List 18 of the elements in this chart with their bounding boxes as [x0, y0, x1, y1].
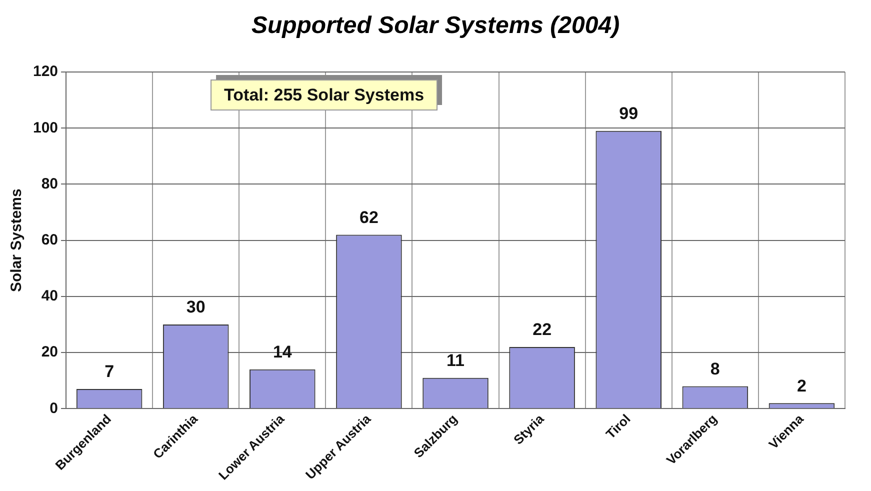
y-tick-label: 0 [50, 400, 58, 417]
data-label: 7 [104, 362, 114, 382]
data-label: 8 [710, 359, 720, 378]
y-tick-label: 80 [41, 175, 58, 192]
y-tick-label: 20 [41, 344, 58, 361]
data-label: 2 [796, 376, 806, 396]
data-label: 22 [532, 320, 552, 340]
y-tick-label: 40 [41, 288, 58, 305]
annotation: Total: 255 Solar Systems [224, 86, 424, 105]
y-tick-label: 100 [32, 119, 58, 136]
y-tick-label: 60 [41, 231, 58, 248]
y-tick-label: 120 [32, 63, 58, 80]
data-label: 62 [360, 208, 378, 227]
y-axis-title: Solar Systems [8, 188, 26, 292]
data-label: 30 [186, 298, 206, 317]
chart-title: Supported Solar Systems (2004) [250, 12, 621, 40]
data-label: 99 [619, 104, 638, 124]
data-label: 11 [446, 351, 465, 370]
